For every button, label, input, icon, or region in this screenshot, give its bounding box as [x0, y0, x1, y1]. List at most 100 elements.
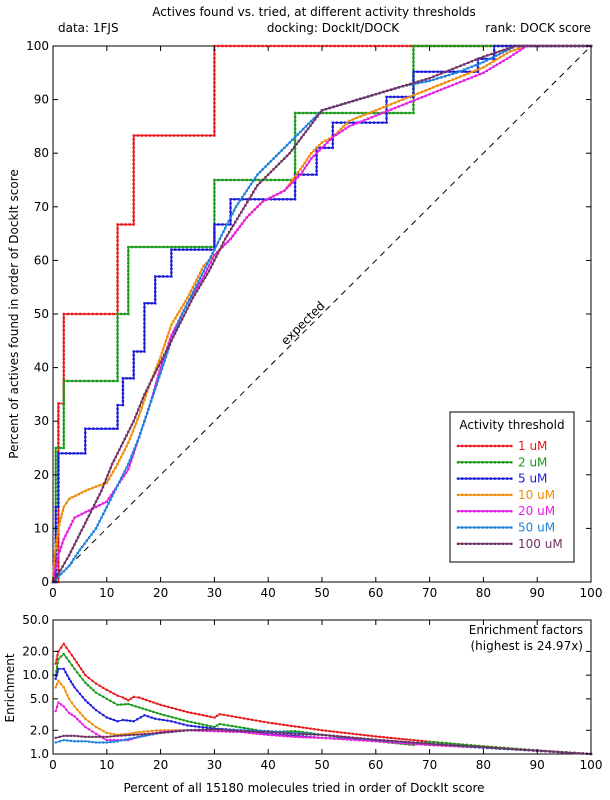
data-point [293, 198, 297, 201]
data-point [116, 296, 119, 299]
data-point [179, 316, 182, 320]
data-point [164, 355, 168, 359]
legend-marker [460, 493, 464, 497]
data-point [59, 545, 63, 549]
data-point [328, 138, 332, 141]
data-point [213, 214, 216, 217]
data-point [132, 219, 135, 222]
data-point [155, 711, 159, 715]
data-point [62, 341, 65, 344]
data-point [188, 293, 191, 296]
data-point [451, 78, 454, 81]
data-point [209, 260, 213, 264]
data-point [84, 489, 87, 493]
data-point [250, 210, 254, 214]
data-point [213, 69, 216, 72]
data-point [68, 452, 72, 455]
data-point [447, 73, 451, 77]
data-point [132, 720, 135, 723]
data-point [305, 158, 309, 161]
data-point [296, 133, 299, 136]
data-point [109, 739, 112, 742]
data-point [274, 734, 277, 737]
data-point [148, 382, 152, 385]
data-point [280, 160, 283, 163]
data-point [347, 119, 351, 123]
data-point [127, 293, 130, 296]
data-point [186, 307, 189, 310]
legend-marker [460, 510, 464, 513]
data-point [275, 165, 278, 168]
legend-marker [465, 510, 468, 513]
data-point [297, 139, 301, 143]
data-point [251, 730, 254, 733]
data-point [116, 462, 119, 466]
data-point [116, 423, 119, 426]
legend-marker [493, 461, 497, 464]
data-point [195, 278, 198, 282]
data-point [236, 217, 239, 221]
data-point [374, 738, 377, 741]
data-point [213, 210, 216, 213]
data-point [460, 70, 464, 73]
legend-marker [456, 461, 460, 464]
legend-label: 2 uM [518, 455, 547, 469]
data-point [142, 245, 146, 249]
data-point [155, 383, 158, 387]
data-point [168, 343, 171, 346]
data-point [382, 740, 386, 743]
data-point [158, 275, 161, 278]
data-point [451, 83, 454, 87]
data-point [221, 44, 224, 48]
data-point [116, 739, 119, 742]
data-point [474, 63, 477, 67]
data-point [132, 190, 135, 194]
enrichment-line-2 [55, 668, 592, 755]
data-point [249, 183, 253, 186]
data-point [305, 733, 308, 736]
data-point [333, 44, 336, 48]
data-point [76, 452, 79, 455]
data-point [325, 111, 328, 115]
data-point [99, 312, 103, 316]
data-point [137, 436, 141, 439]
data-point [488, 57, 492, 61]
data-point [54, 529, 57, 532]
data-point [326, 141, 329, 144]
legend-marker [465, 493, 468, 497]
data-point [130, 704, 134, 707]
data-point [62, 642, 65, 645]
data-point [363, 113, 366, 117]
legend-marker [469, 526, 472, 529]
data-point [512, 53, 515, 56]
data-point [412, 91, 415, 94]
data-point [213, 109, 216, 113]
data-point [307, 155, 311, 158]
data-point [54, 557, 57, 560]
data-point [84, 435, 87, 439]
data-point [84, 521, 87, 525]
data-point [258, 202, 262, 206]
data-point [341, 44, 344, 48]
data-point [95, 379, 99, 383]
data-point [90, 533, 93, 536]
data-point [132, 365, 135, 369]
data-point [157, 373, 160, 377]
data-point [116, 255, 119, 259]
data-point [127, 308, 130, 312]
data-point [432, 70, 435, 73]
data-point [459, 70, 462, 73]
data-point [457, 743, 460, 746]
data-point [439, 76, 443, 79]
data-point [372, 111, 376, 115]
data-point [213, 81, 216, 84]
data-point [116, 316, 119, 320]
data-point [312, 149, 316, 152]
data-point [132, 182, 135, 186]
data-point [209, 266, 213, 269]
data-point [87, 312, 90, 316]
data-point [408, 111, 411, 115]
data-point [143, 318, 146, 321]
data-point [229, 202, 232, 205]
data-point [70, 379, 74, 383]
